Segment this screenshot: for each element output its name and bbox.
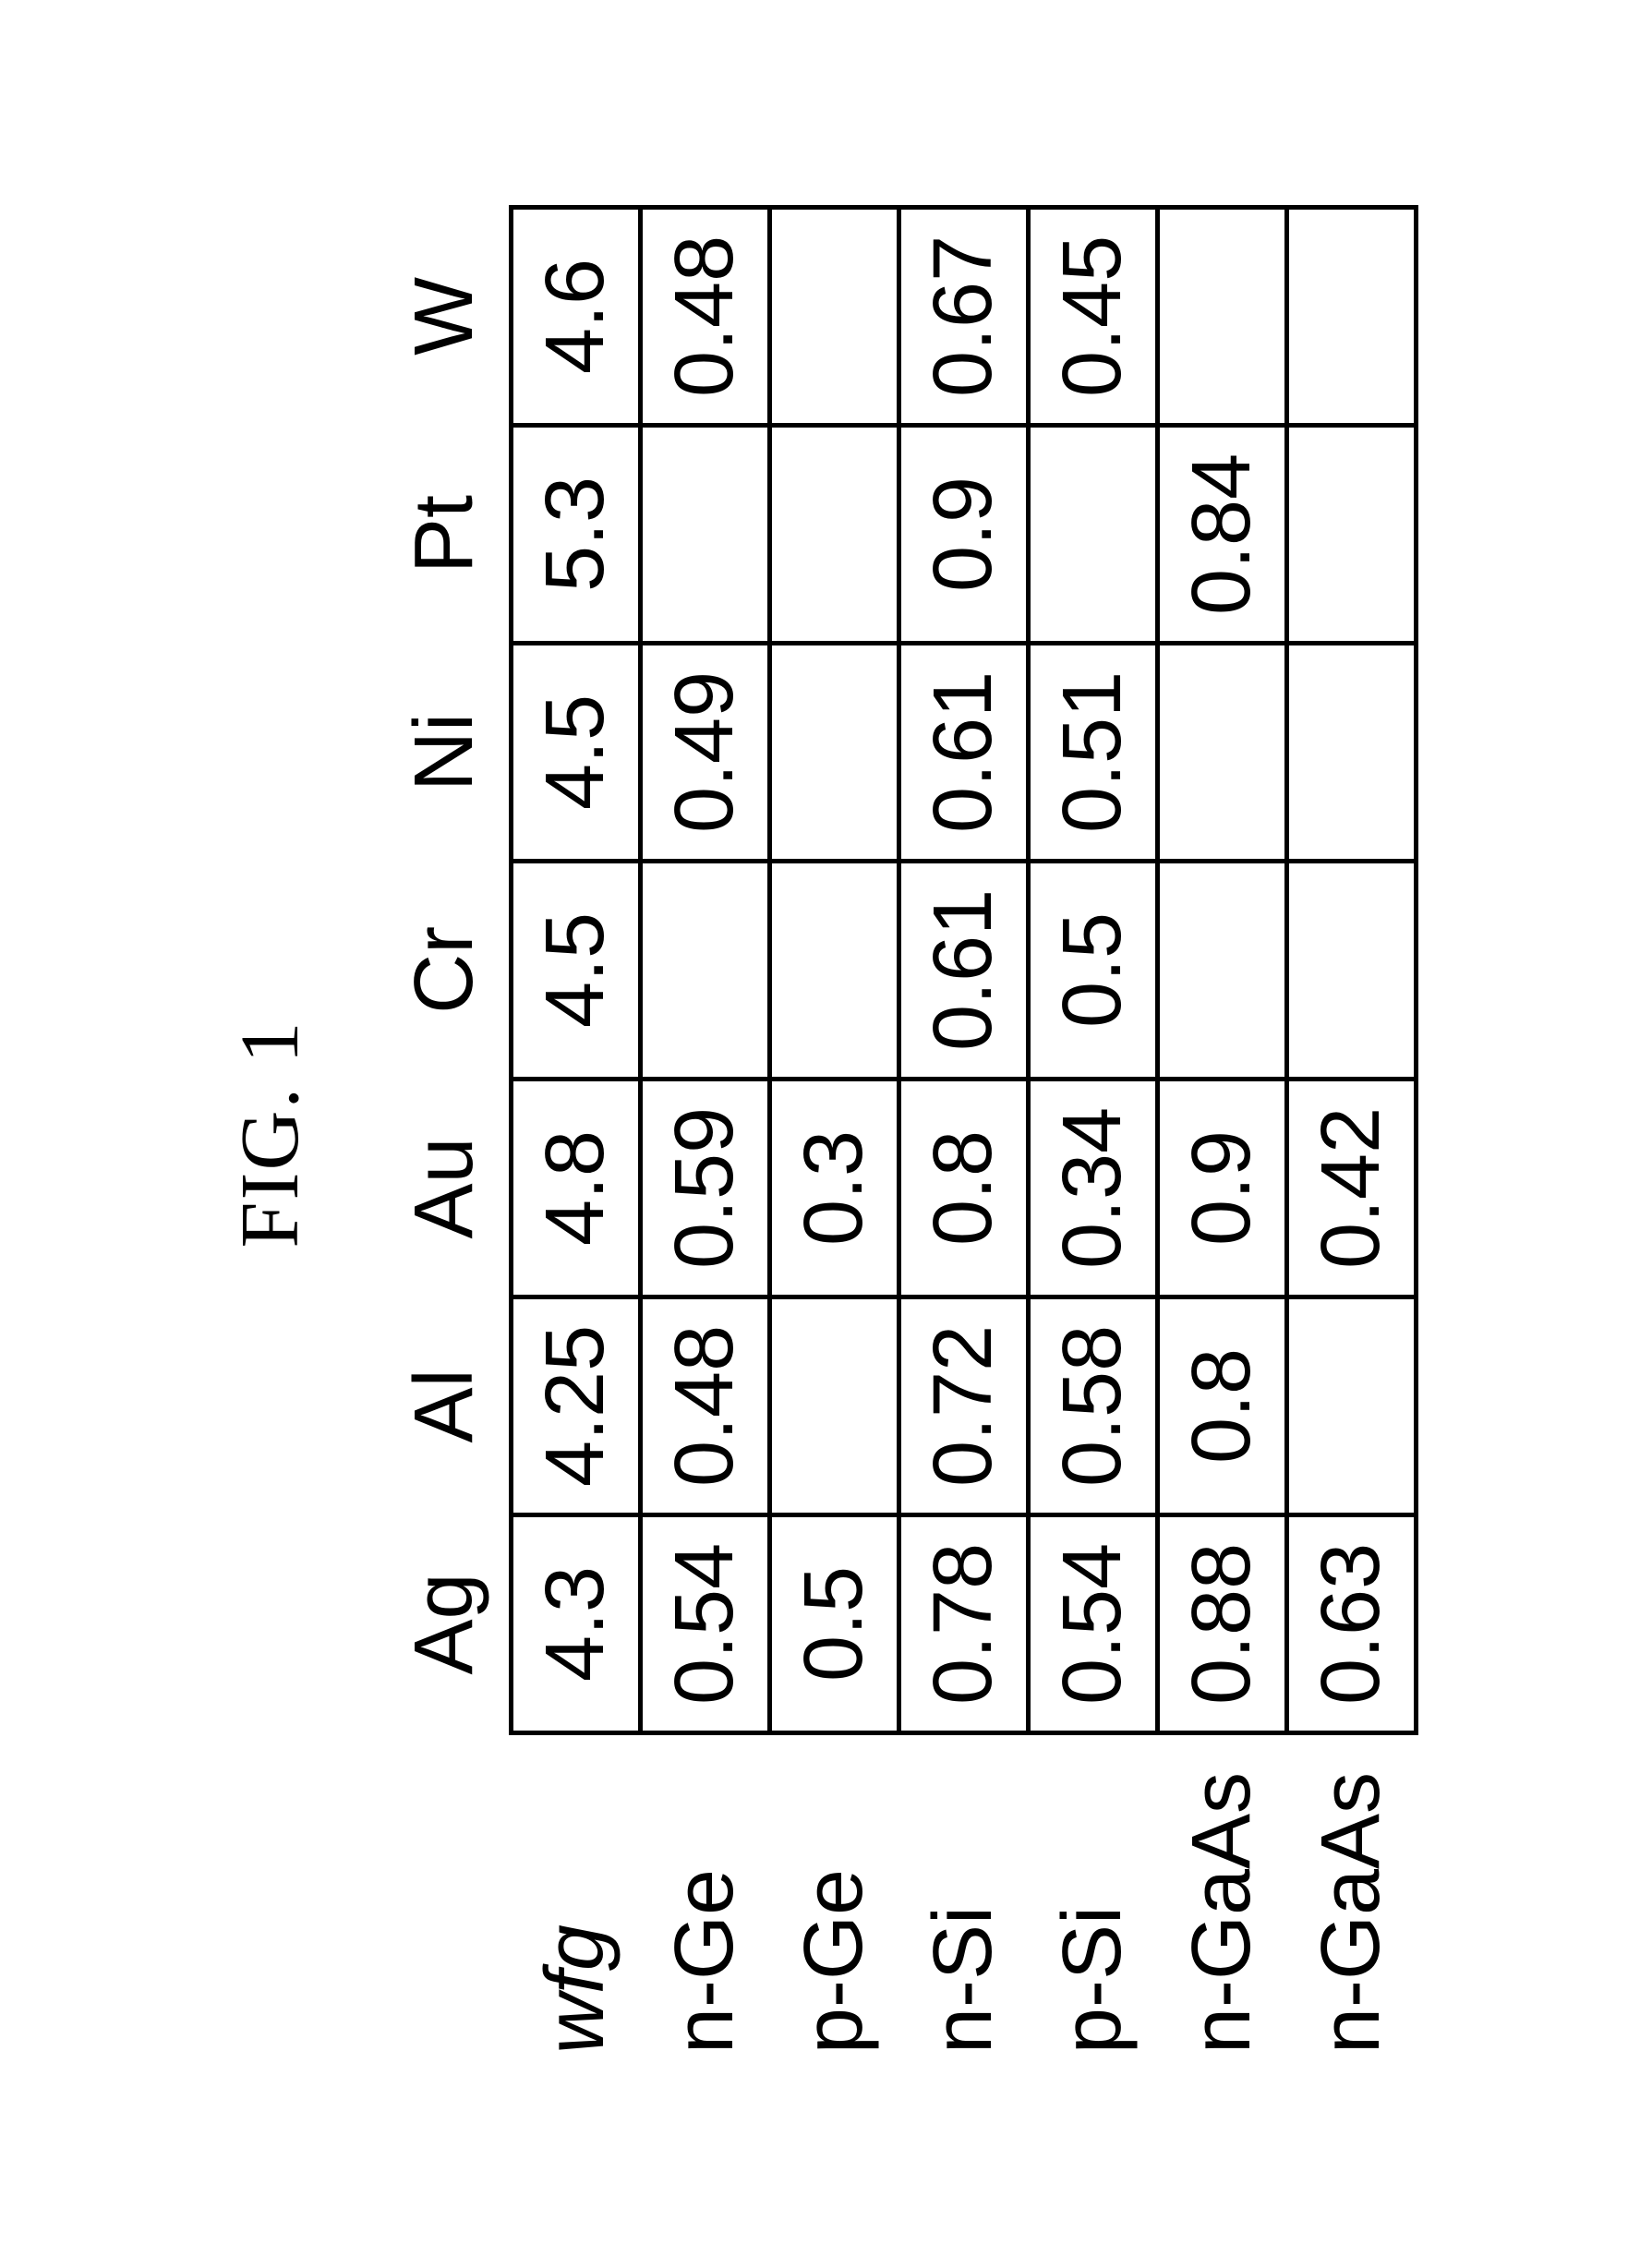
table-cell: 0.54 bbox=[1028, 1514, 1157, 1732]
table-cell bbox=[640, 425, 769, 643]
page-container: FIG. 1 Ag Al Au Cr Ni Pt W wfg 4.3 bbox=[0, 314, 1640, 1954]
col-header: Ag bbox=[392, 1514, 512, 1732]
table-cell: 0.42 bbox=[1286, 1079, 1416, 1297]
table-cell: 0.61 bbox=[898, 643, 1028, 861]
table-cell: 0.63 bbox=[1286, 1514, 1416, 1732]
table-cell: 4.25 bbox=[511, 1297, 640, 1514]
row-header: wfg bbox=[511, 1732, 640, 2063]
figure-block: FIG. 1 Ag Al Au Cr Ni Pt W wfg 4.3 bbox=[223, 205, 1418, 2063]
row-header: n-GaAs bbox=[1286, 1732, 1416, 2063]
table-cell: 4.8 bbox=[511, 1079, 640, 1297]
col-header: Au bbox=[392, 1079, 512, 1297]
col-header: Cr bbox=[392, 861, 512, 1079]
table-cell: 0.58 bbox=[1028, 1297, 1157, 1514]
row-header: n-Si bbox=[898, 1732, 1028, 2063]
table-cell bbox=[769, 643, 898, 861]
table-cell: 0.9 bbox=[898, 425, 1028, 643]
table-cell bbox=[769, 1297, 898, 1514]
table-cell: 0.5 bbox=[1028, 861, 1157, 1079]
table-cell bbox=[1286, 1297, 1416, 1514]
row-header: n-Ge bbox=[640, 1732, 769, 2063]
table-cell: 0.5 bbox=[769, 1514, 898, 1732]
table-cell: 0.48 bbox=[640, 1297, 769, 1514]
figure-caption: FIG. 1 bbox=[223, 1019, 318, 1248]
table-cell bbox=[1157, 207, 1286, 425]
table-row: p-Si 0.54 0.58 0.34 0.5 0.51 0.45 bbox=[1028, 207, 1157, 2063]
table-cell: 0.59 bbox=[640, 1079, 769, 1297]
table-cell: 4.6 bbox=[511, 207, 640, 425]
table-cell: 4.5 bbox=[511, 861, 640, 1079]
col-header: Ni bbox=[392, 643, 512, 861]
table-row: n-Si 0.78 0.72 0.8 0.61 0.61 0.9 0.67 bbox=[898, 207, 1028, 2063]
table-cell: 0.51 bbox=[1028, 643, 1157, 861]
table-cell: 0.72 bbox=[898, 1297, 1028, 1514]
table-cell bbox=[1028, 425, 1157, 643]
table-cell: 4.5 bbox=[511, 643, 640, 861]
table-cell: 0.9 bbox=[1157, 1079, 1286, 1297]
table-header-row: Ag Al Au Cr Ni Pt W bbox=[392, 207, 512, 2063]
table-cell: 0.34 bbox=[1028, 1079, 1157, 1297]
table-cell: 0.88 bbox=[1157, 1514, 1286, 1732]
table-cell bbox=[1157, 861, 1286, 1079]
table-row: n-GaAs 0.63 0.42 bbox=[1286, 207, 1416, 2063]
row-header: n-GaAs bbox=[1157, 1732, 1286, 2063]
table-cell: 0.67 bbox=[898, 207, 1028, 425]
corner-cell bbox=[392, 1732, 512, 2063]
table-cell: 0.61 bbox=[898, 861, 1028, 1079]
table-cell: 0.78 bbox=[898, 1514, 1028, 1732]
table-cell: 0.84 bbox=[1157, 425, 1286, 643]
table-cell: 0.45 bbox=[1028, 207, 1157, 425]
table-cell: 5.3 bbox=[511, 425, 640, 643]
table-cell bbox=[1286, 207, 1416, 425]
row-header: p-Si bbox=[1028, 1732, 1157, 2063]
table-cell bbox=[1286, 425, 1416, 643]
table-cell bbox=[1286, 643, 1416, 861]
table-row: wfg 4.3 4.25 4.8 4.5 4.5 5.3 4.6 bbox=[511, 207, 640, 2063]
col-header: W bbox=[392, 207, 512, 425]
table-cell bbox=[769, 425, 898, 643]
table-row: n-Ge 0.54 0.48 0.59 0.49 0.48 bbox=[640, 207, 769, 2063]
table-cell: 4.3 bbox=[511, 1514, 640, 1732]
table-cell: 0.8 bbox=[898, 1079, 1028, 1297]
table-cell bbox=[1286, 861, 1416, 1079]
row-header: p-Ge bbox=[769, 1732, 898, 2063]
table-cell: 0.49 bbox=[640, 643, 769, 861]
table-cell: 0.8 bbox=[1157, 1297, 1286, 1514]
col-header: Pt bbox=[392, 425, 512, 643]
table-cell bbox=[1157, 643, 1286, 861]
col-header: Al bbox=[392, 1297, 512, 1514]
table-cell bbox=[769, 861, 898, 1079]
data-table: Ag Al Au Cr Ni Pt W wfg 4.3 4.25 4.8 4.5… bbox=[392, 205, 1418, 2063]
table-row: p-Ge 0.5 0.3 bbox=[769, 207, 898, 2063]
table-cell bbox=[640, 861, 769, 1079]
table-cell bbox=[769, 207, 898, 425]
table-row: n-GaAs 0.88 0.8 0.9 0.84 bbox=[1157, 207, 1286, 2063]
table-cell: 0.3 bbox=[769, 1079, 898, 1297]
table-cell: 0.48 bbox=[640, 207, 769, 425]
table-cell: 0.54 bbox=[640, 1514, 769, 1732]
